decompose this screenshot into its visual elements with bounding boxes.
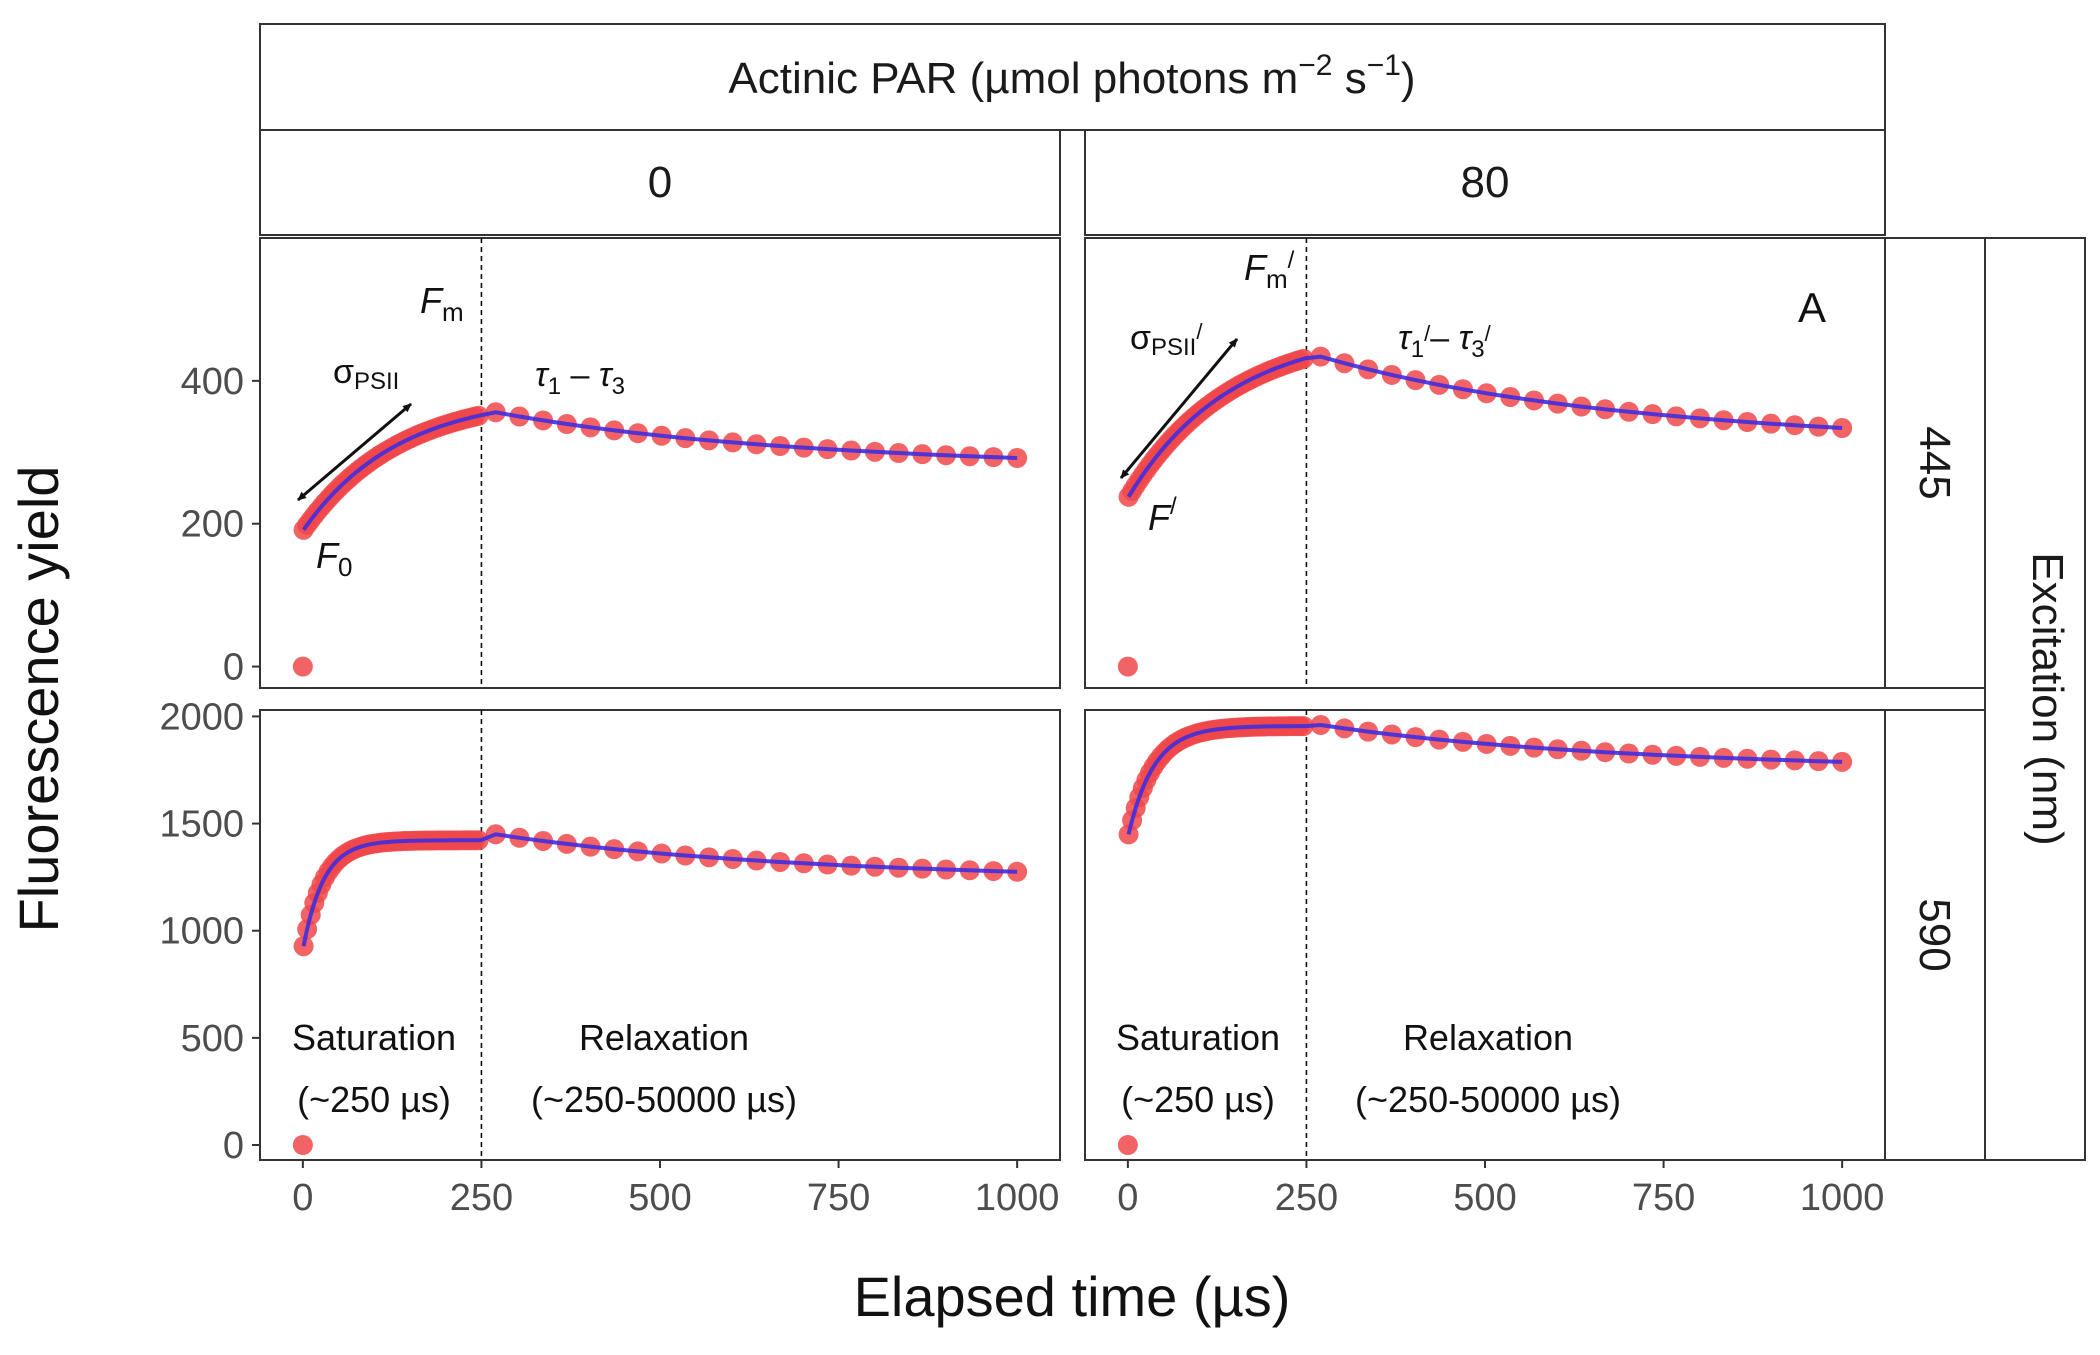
- data-point: [1117, 656, 1138, 677]
- top-strip-box: [259, 23, 1886, 131]
- x-tick-label: 250: [450, 1177, 513, 1219]
- relaxation-label: Relaxation: [1403, 1017, 1573, 1058]
- x-tick-label: 0: [1117, 1177, 1138, 1219]
- relaxation-label: Relaxation: [579, 1017, 749, 1058]
- relaxation-range-label: (~250-50000 µs): [531, 1079, 797, 1120]
- data-point: [1832, 751, 1853, 772]
- fit-line: [301, 832, 1018, 947]
- column-strip-80-label: 80: [1461, 158, 1510, 207]
- fm-label: Fm: [420, 280, 464, 327]
- excitation-strip-box: [1984, 237, 2086, 1161]
- relaxation-range-label: (~250-50000 µs): [1355, 1079, 1621, 1120]
- column-strip-0-label: 0: [648, 158, 672, 207]
- panel-par80-exc590: [1084, 709, 1886, 1161]
- data-point: [1117, 1135, 1138, 1155]
- excitation-strip-label: Excitation (nm): [2023, 552, 2072, 845]
- panel-par0-exc590: [259, 709, 1061, 1161]
- panel-letter: A: [1798, 284, 1826, 331]
- saturation-label: Saturation: [1116, 1017, 1280, 1058]
- panel-par80-exc445: [1084, 237, 1886, 689]
- x-tick-label: 0: [292, 1177, 313, 1219]
- y-tick-label: 2000: [159, 696, 244, 738]
- phase-labels-par0: Saturation (~250 µs) Relaxation (~250-50…: [292, 1017, 797, 1120]
- x-tick-labels: 0 250 500 750 1000 0 250 500 750 1000: [292, 1160, 1884, 1219]
- data-point: [1007, 861, 1028, 882]
- panel-par0-exc445: [259, 237, 1061, 689]
- x-tick-label: 500: [1453, 1177, 1516, 1219]
- tau-prime-label: τ1/– τ3/: [1398, 319, 1492, 363]
- top-strip-label: Actinic PAR (µmol photons m−2 s−1): [728, 49, 1415, 103]
- y-tick-label: 0: [223, 1125, 244, 1167]
- saturation-range-label: (~250 µs): [297, 1079, 451, 1120]
- row-strip-445-label: 445: [1910, 426, 1959, 499]
- panel-frame: [259, 709, 1061, 1161]
- x-tick-label: 250: [1275, 1177, 1338, 1219]
- f0-label: F0: [316, 535, 352, 582]
- phase-labels-par80: Saturation (~250 µs) Relaxation (~250-50…: [1116, 1017, 1621, 1120]
- x-tick-label: 750: [807, 1177, 870, 1219]
- sigma-psii-label: σPSII: [333, 353, 399, 395]
- data-point: [293, 936, 314, 957]
- row-strip-590-label: 590: [1910, 898, 1959, 971]
- data-point: [1007, 448, 1028, 468]
- column-strip-0-box: [259, 129, 1061, 236]
- y-axis-title: Fluorescence yield: [7, 466, 70, 933]
- x-tick-label: 750: [1632, 1177, 1695, 1219]
- x-axis-title: Elapsed time (µs): [854, 1265, 1291, 1328]
- x-tick-label: 1000: [975, 1177, 1060, 1219]
- data-point: [292, 1135, 313, 1155]
- data-point: [1832, 418, 1853, 438]
- annotations-par0-exc445: Fm σPSII τ1 – τ3 F0: [297, 280, 625, 582]
- row-strip-590-box: [1884, 709, 1986, 1161]
- saturation-label: Saturation: [292, 1017, 456, 1058]
- tau-label: τ1 – τ3: [535, 356, 625, 400]
- x-tick-label: 500: [628, 1177, 691, 1219]
- row-strip-445-box: [1884, 237, 1986, 689]
- sigma-prime-arrow: [1119, 338, 1239, 479]
- x-tick-label: 1000: [1800, 1177, 1885, 1219]
- y-tick-label: 0: [223, 647, 244, 689]
- y-tick-label: 400: [181, 361, 244, 403]
- y-tick-label: 200: [181, 504, 244, 546]
- panel-frame: [1084, 237, 1886, 689]
- fm-prime-label: Fm/: [1244, 247, 1295, 294]
- column-strip-80-box: [1084, 129, 1886, 236]
- panel-frame: [1084, 709, 1886, 1161]
- y-tick-label: 1000: [159, 911, 244, 953]
- sigma-arrow: [297, 402, 412, 502]
- saturation-range-label: (~250 µs): [1121, 1079, 1275, 1120]
- annotations-par80-exc445: Fm/ A σPSII/ τ1/– τ3/ F/: [1119, 247, 1826, 538]
- y-tick-label: 500: [181, 1018, 244, 1060]
- fit-line: [1126, 722, 1843, 835]
- data-point: [292, 656, 313, 677]
- y-tick-labels: 0 200 400 0 500 1000 1500 2000: [159, 361, 260, 1167]
- f-prime-label: F/: [1148, 493, 1177, 538]
- y-tick-label: 1500: [159, 804, 244, 846]
